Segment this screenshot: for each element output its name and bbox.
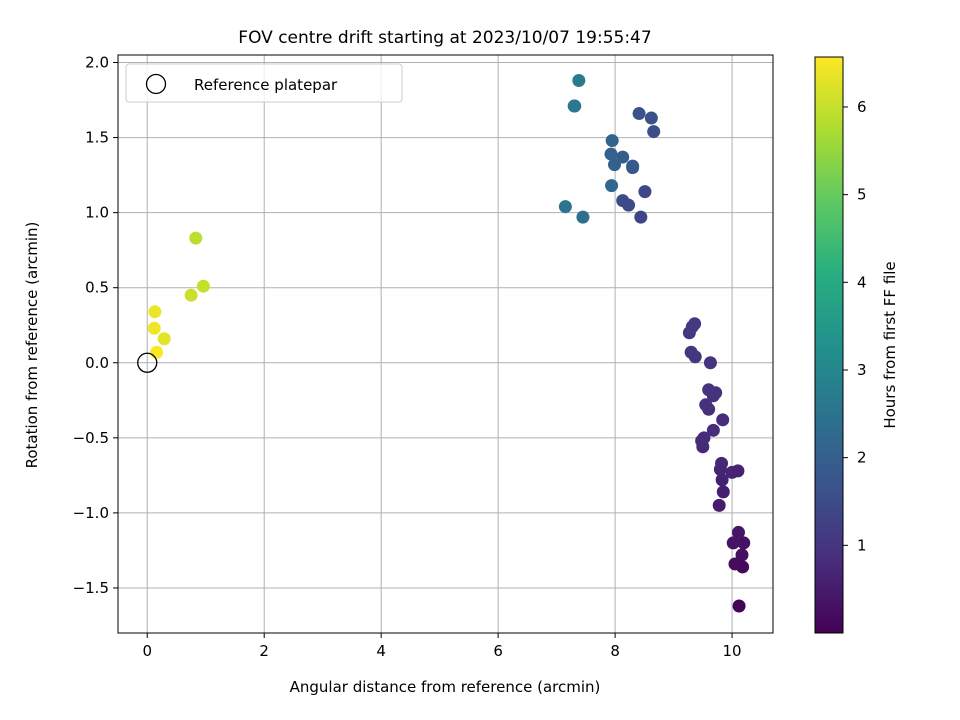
grid-lines (118, 55, 773, 633)
axes (117, 54, 774, 634)
colorbar-tick-label: 4 (857, 273, 867, 291)
colorbar-label: Hours from first FF file (881, 261, 899, 428)
x-tick-label: 0 (142, 642, 152, 660)
data-point (638, 185, 652, 199)
x-ticks: 0 2 4 6 8 10 (142, 633, 742, 660)
legend-label: Reference platepar (194, 76, 338, 94)
data-point (626, 159, 640, 173)
y-tick-label: 2.0 (85, 54, 109, 72)
colorbar-ticks: 1 2 3 4 5 6 (843, 98, 867, 554)
chart-title: FOV centre drift starting at 2023/10/07 … (238, 28, 651, 48)
x-tick-label: 4 (376, 642, 386, 660)
y-tick-label: 1.0 (85, 204, 109, 222)
data-point (147, 321, 161, 335)
y-tick-label: 1.5 (85, 129, 109, 147)
data-point (732, 599, 746, 613)
x-tick-label: 10 (723, 642, 742, 660)
data-point (699, 398, 713, 412)
legend[interactable]: Reference platepar (125, 63, 403, 103)
colorbar-gradient (814, 56, 844, 634)
data-point (558, 200, 572, 214)
colorbar-tick-label: 6 (857, 98, 867, 116)
data-point (697, 431, 711, 445)
data-point (647, 125, 661, 139)
data-point (150, 345, 164, 359)
data-point (726, 536, 740, 550)
data-point (715, 473, 729, 487)
data-point (735, 548, 749, 562)
data-point (688, 317, 702, 331)
data-point (605, 134, 619, 148)
data-point (725, 465, 739, 479)
data-point (715, 456, 729, 470)
data-point (616, 194, 630, 208)
data-point (644, 111, 658, 125)
colorbar-tick-label: 3 (857, 361, 867, 379)
y-ticks: −1.5 −1.0 −0.5 0.0 0.5 1.0 1.5 2.0 (73, 54, 118, 597)
data-point (576, 210, 590, 224)
y-tick-label: −0.5 (73, 429, 109, 447)
colorbar: 1 2 3 4 5 6 Hours from first FF file (814, 56, 899, 634)
legend-box (125, 63, 403, 103)
y-tick-label: −1.5 (73, 579, 109, 597)
colorbar-tick-label: 5 (857, 186, 867, 204)
data-point (716, 413, 730, 427)
data-point (184, 288, 198, 302)
colorbar-tick-label: 1 (857, 536, 867, 554)
data-point (148, 305, 162, 319)
data-points (147, 74, 751, 613)
data-point (634, 210, 648, 224)
legend-reference-icon (145, 73, 167, 95)
data-point (157, 332, 171, 346)
data-point (716, 485, 730, 499)
data-point (616, 150, 630, 164)
data-point (608, 158, 622, 172)
data-point (568, 99, 582, 113)
data-point (605, 179, 619, 193)
x-tick-label: 8 (610, 642, 620, 660)
x-tick-label: 6 (493, 642, 503, 660)
reference-marker (137, 352, 158, 373)
data-point (728, 557, 742, 571)
x-tick-label: 2 (259, 642, 269, 660)
data-point (731, 525, 745, 539)
data-point (706, 423, 720, 437)
y-tick-label: 0.0 (85, 354, 109, 372)
data-point (684, 345, 698, 359)
data-point (189, 231, 203, 245)
data-point (632, 107, 646, 121)
colorbar-tick-label: 2 (857, 449, 867, 467)
y-axis-label: Rotation from reference (arcmin) (23, 222, 41, 469)
plot-frame (117, 54, 774, 634)
data-point (737, 536, 751, 550)
y-tick-label: −1.0 (73, 504, 109, 522)
data-point (196, 279, 210, 293)
data-point (712, 498, 726, 512)
data-point (703, 356, 717, 370)
data-point (702, 383, 716, 397)
data-point (572, 74, 586, 88)
x-axis-label: Angular distance from reference (arcmin) (290, 678, 601, 696)
y-tick-label: 0.5 (85, 279, 109, 297)
data-point (604, 147, 618, 161)
